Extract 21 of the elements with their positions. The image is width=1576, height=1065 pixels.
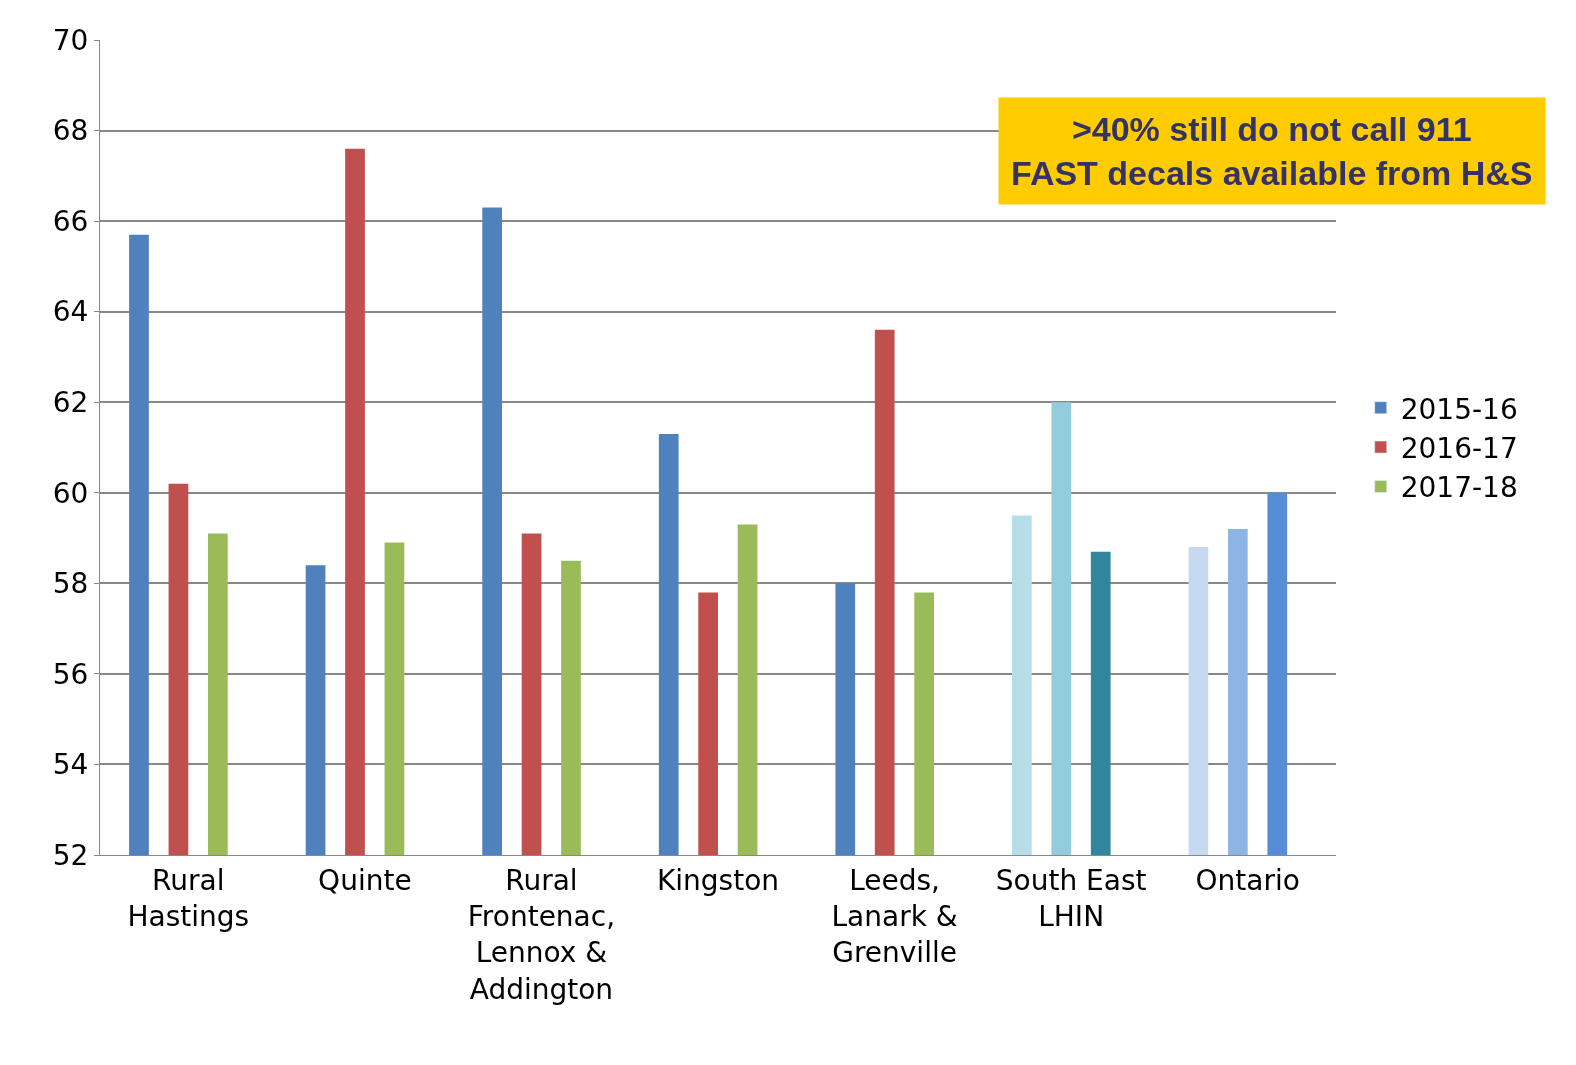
y-tick-label: 56 <box>52 657 89 691</box>
y-tick-label: 68 <box>52 114 89 148</box>
x-tick-label: Rural Hastings <box>127 863 250 933</box>
y-tick-label: 62 <box>52 386 89 420</box>
x-tick-label: Quinte <box>318 863 412 897</box>
y-tick-label: 54 <box>52 748 89 782</box>
x-tick-label: Rural Frontenac, Lennox & Addington <box>467 863 616 1006</box>
y-tick-label: 58 <box>52 567 89 601</box>
legend-label: 2016-17 <box>1400 432 1518 466</box>
y-tick-label: 66 <box>52 204 89 238</box>
x-tick-label: Kingston <box>656 863 780 897</box>
x-tick-label: South East LHIN <box>995 863 1147 933</box>
legend-label: 2015-16 <box>1400 392 1518 426</box>
y-tick-label: 52 <box>52 838 89 872</box>
y-tick-label: 60 <box>52 476 89 510</box>
legend-label: 2017-18 <box>1400 471 1518 505</box>
x-tick-label: Ontario <box>1195 863 1300 897</box>
annotation: >40% still do not call 911 FAST decals available from H&S <box>1011 110 1533 193</box>
y-tick-label: 64 <box>52 295 89 329</box>
x-tick-label: Leeds, Lanark & Grenville <box>831 863 958 970</box>
y-tick-label: 70 <box>52 23 89 57</box>
